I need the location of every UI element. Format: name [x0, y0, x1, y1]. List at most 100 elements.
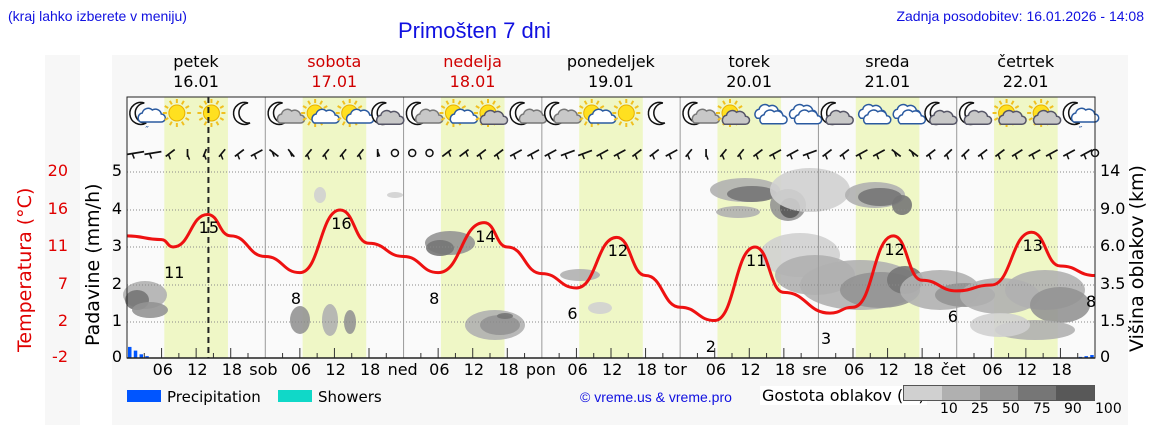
temperature-tick: -2: [52, 347, 68, 366]
wind-barb-icon: [994, 148, 1005, 160]
x-tick-hour: 06: [429, 360, 450, 379]
moon-cloud-heavy-icon: [958, 101, 993, 126]
day-date: 18.01: [449, 72, 496, 91]
x-tick-hour: 18: [1051, 360, 1072, 379]
x-tick-day: ned: [387, 360, 418, 379]
cloud-cover-blob: [727, 186, 777, 202]
wind-barb-icon: [1080, 149, 1093, 160]
day-header-0: petek 16.01: [127, 52, 265, 92]
temperature-annotation: 16: [331, 214, 352, 233]
daylight-band: [164, 97, 228, 358]
wind-barb-icon: [855, 149, 868, 160]
wind-barb-icon: [376, 149, 381, 157]
cloud-cover-blob: [970, 313, 1030, 337]
wind-barb-icon: [891, 148, 902, 158]
x-tick-day: pon: [525, 360, 556, 379]
temperature-tick: 20: [47, 161, 68, 180]
day-header-1: sobota 17.01: [265, 52, 403, 92]
temperature-annotation: 15: [198, 218, 220, 238]
wind-barb-icon: [165, 148, 176, 160]
calm-wind-icon: [425, 148, 434, 158]
precip-tick: 4: [111, 199, 122, 218]
wind-barb-icon: [356, 148, 365, 160]
cloud-cover-blob: [387, 192, 403, 198]
precip-axis-label: Padavine (mm/h): [82, 183, 104, 346]
precipitation-bar: [128, 346, 132, 358]
day-name: sreda: [865, 52, 910, 71]
wind-barb-icon: [839, 148, 850, 160]
sun-icon: [612, 99, 641, 127]
cloud-cover-blob: [588, 302, 612, 314]
sun-cloud-heavy-icon: [474, 99, 509, 127]
temperature-annotation: 11: [164, 263, 185, 282]
credit-link[interactable]: © vreme.us & vreme.pro: [580, 389, 732, 405]
day-header-5: sreda 21.01: [818, 52, 956, 92]
moon-rain-icon: ″: [129, 101, 167, 136]
day-name: sobota: [307, 52, 362, 71]
x-tick-hour: 12: [602, 360, 623, 379]
day-header-6: četrtek 22.01: [957, 52, 1095, 92]
x-tick-hour: 12: [740, 360, 761, 379]
moon-cloud-heavy-icon: [820, 101, 854, 126]
x-tick-hour: 12: [1016, 360, 1038, 379]
x-tick-hour: 12: [878, 360, 899, 379]
precip-tick: 5: [111, 161, 122, 180]
x-tick-day: tor: [664, 360, 687, 379]
x-tick-hour: 18: [498, 360, 519, 379]
cloud-height-tick: 1.5: [1100, 311, 1126, 330]
x-tick-day: sob: [249, 360, 278, 379]
temperature-annotation: 12: [884, 239, 905, 259]
temperature-annotation: 3: [820, 329, 832, 349]
wind-barb-icon: [577, 149, 593, 160]
moon-cloud-heavy-icon: [371, 101, 405, 126]
precipitation-bar: [1084, 356, 1088, 358]
cloud-density-swatch: [980, 386, 1018, 400]
wind-barb-icon: [960, 148, 970, 160]
x-tick-day: sre: [802, 360, 827, 379]
x-tick-hour: 12: [187, 360, 208, 379]
cloud-icon: [754, 103, 788, 125]
temperature-annotation: 13: [1022, 236, 1043, 256]
day-name: petek: [173, 52, 219, 71]
day-date: 16.01: [173, 72, 219, 91]
wind-barb-icon: [613, 149, 626, 160]
sun-cloud-heavy-icon: [992, 99, 1027, 127]
wind-barb-icon: [1028, 149, 1041, 160]
cloud-density-tick: 10: [940, 401, 958, 417]
wind-barb-icon: [802, 149, 817, 160]
cloud-cover-blob: [480, 315, 520, 335]
precip-tick: 3: [111, 236, 122, 255]
wind-barb-icon: [786, 149, 799, 160]
x-tick-hour: 18: [636, 360, 657, 379]
cloud-cover-blob: [770, 168, 850, 212]
sun-cloud-icon: [439, 99, 479, 127]
wind-barb-icon: [509, 149, 523, 160]
x-tick-hour: 12: [325, 360, 346, 379]
temperature-annotation: 12: [607, 241, 629, 261]
wind-barb-icon: [822, 148, 833, 160]
moon-cloud-heavy-icon: [924, 101, 958, 126]
x-tick-hour: 18: [221, 360, 243, 379]
cloud-cover-blob: [1030, 287, 1090, 323]
wind-barb-icon: [234, 148, 245, 160]
x-tick-hour: 06: [567, 360, 588, 379]
temperature-line: [126, 208, 1096, 323]
sun-cloud-icon: [301, 99, 340, 127]
cloud-density-swatch: [1056, 386, 1094, 400]
cloud-density-tick: 75: [1033, 401, 1051, 417]
moon-cloud-icon: [682, 101, 721, 126]
temperature-annotation: 2: [705, 336, 716, 356]
wind-barb-icon: [144, 150, 162, 159]
precip-tick: 1: [111, 311, 122, 330]
day-date: 21.01: [864, 72, 911, 91]
cloud-cover-blob: [132, 302, 168, 318]
wind-barb-icon: [719, 148, 728, 160]
moon-icon: [232, 101, 251, 126]
temperature-tick: 16: [47, 199, 68, 218]
cloud-density-tick: 100: [1095, 401, 1122, 417]
daylight-band: [855, 97, 920, 358]
location-menu-hint[interactable]: (kraj lahko izberete v meniju): [8, 8, 187, 24]
cloud-height-tick: 14: [1100, 161, 1121, 180]
day-header-4: torek 20.01: [680, 52, 818, 92]
x-tick-hour: 06: [705, 360, 727, 379]
